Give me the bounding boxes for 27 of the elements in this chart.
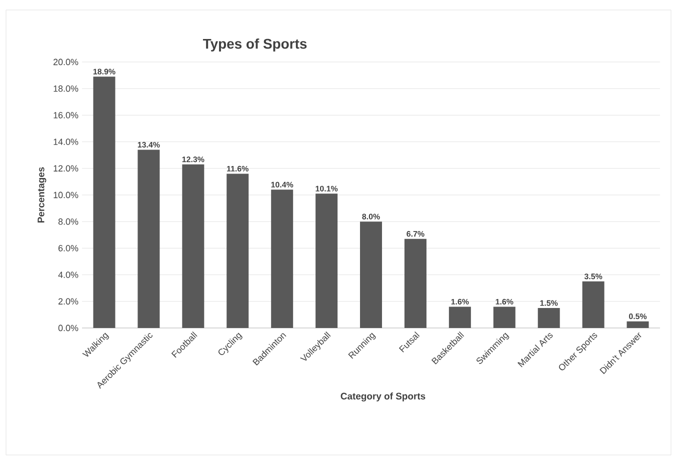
y-tick-label: 10.0% <box>54 192 78 198</box>
bar <box>404 238 426 328</box>
y-tick-label: 4.0% <box>58 272 78 278</box>
bar <box>138 150 160 328</box>
bar <box>226 174 249 328</box>
y-tick-label: 14.0% <box>54 138 78 145</box>
bar <box>582 281 604 328</box>
bar <box>182 164 204 328</box>
y-tick-label: 8.0% <box>58 218 78 225</box>
bar <box>316 194 338 328</box>
bar <box>271 190 294 328</box>
bar <box>538 308 560 328</box>
x-axis-title: Category of Sports <box>340 392 426 402</box>
y-tick-label: 0.0% <box>58 324 78 332</box>
y-tick-label: 2.0% <box>58 298 78 305</box>
bar <box>626 321 649 328</box>
y-tick-label: 6.0% <box>58 245 78 252</box>
bar <box>493 306 516 328</box>
y-tick-label: 18.0% <box>54 85 78 92</box>
y-axis-title: Percentages <box>38 167 46 222</box>
bar <box>448 306 471 328</box>
y-tick-label: 16.0% <box>54 112 78 118</box>
y-tick-label: 12.0% <box>54 165 78 172</box>
chart-title: Types of Sports <box>202 38 307 52</box>
bar <box>93 76 116 328</box>
y-tick-label: 20.0% <box>54 58 78 66</box>
bar <box>360 222 382 328</box>
